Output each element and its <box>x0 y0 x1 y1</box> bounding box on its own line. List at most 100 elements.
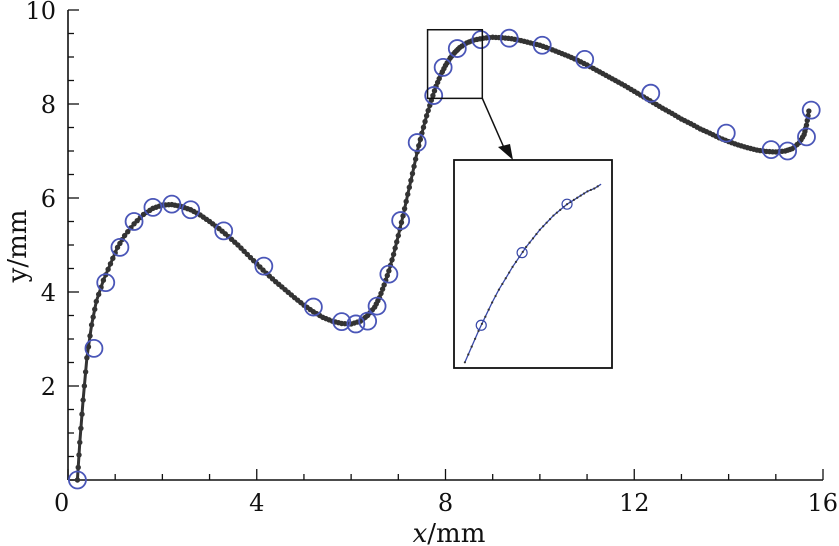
inset-curve-point <box>545 221 548 224</box>
curve-point <box>378 290 384 297</box>
curve-point <box>87 333 93 339</box>
curve-point <box>408 177 414 184</box>
curve-point <box>80 397 86 403</box>
circle-marker <box>471 30 491 50</box>
inset-curve-point <box>514 260 518 263</box>
inset-curve-point <box>494 294 497 298</box>
inset-curve-point <box>589 188 592 192</box>
inset-curve-point <box>487 308 490 311</box>
curve-point <box>75 464 81 471</box>
curve-point <box>79 411 85 417</box>
curve-point <box>390 251 397 258</box>
circle-marker <box>433 57 453 77</box>
inset-curve-point <box>593 187 596 190</box>
curve-point <box>412 156 419 162</box>
curve-point <box>110 255 116 262</box>
inset-curve-point <box>572 198 575 201</box>
curve-point <box>114 244 121 251</box>
zoom-region <box>426 28 513 160</box>
inset-curve-point <box>501 282 504 286</box>
inset-curve-point <box>521 250 524 253</box>
curve-point <box>77 439 83 446</box>
curve-point <box>81 383 88 389</box>
curve-points <box>74 34 812 483</box>
curve-point <box>386 268 392 274</box>
curve-point <box>107 261 114 267</box>
inset-curve-point <box>559 208 562 211</box>
circle-marker <box>778 141 798 161</box>
inset-curve-point <box>467 353 470 356</box>
circle-marker <box>181 200 201 220</box>
y-tick-label: 10 <box>25 0 56 25</box>
curve-point <box>403 198 409 205</box>
y-tick-label: 6 <box>41 185 56 213</box>
curve-point <box>105 266 111 272</box>
circle-marker <box>332 312 352 332</box>
circle-marker <box>346 314 366 334</box>
curve-point <box>85 344 92 350</box>
circle-marker <box>797 127 816 147</box>
inset-circle-marker <box>561 198 573 210</box>
inset-curve-point <box>596 185 599 188</box>
zoom-box <box>426 28 484 100</box>
curve-point <box>423 113 430 119</box>
curve-point <box>90 314 96 320</box>
curve-point <box>74 477 81 483</box>
inset-curve-point <box>480 322 484 325</box>
curve-point <box>121 232 128 239</box>
curve-point <box>411 163 417 170</box>
inset-curve-point <box>504 277 507 280</box>
curve-point <box>76 452 82 458</box>
circle-marker <box>407 133 427 152</box>
inset-curve-point <box>497 288 501 291</box>
y-tick-label: 8 <box>41 91 56 119</box>
y-ticks: 2 4 6 8 10 <box>25 0 79 481</box>
zoom-arrow-line <box>481 98 506 151</box>
curve-point <box>803 122 810 128</box>
x-tick-label: 8 <box>438 489 453 517</box>
circle-marker <box>641 83 661 103</box>
x-tick-label: 12 <box>619 489 650 517</box>
inset-curve-point <box>528 241 531 244</box>
curve-point <box>395 232 402 239</box>
curve-point <box>78 425 84 431</box>
curve-point <box>384 272 391 279</box>
inset-curve-point <box>579 194 582 197</box>
circle-marker <box>303 297 323 317</box>
inset-curve-point <box>586 190 589 193</box>
circle-marker <box>84 338 104 358</box>
curve-point <box>417 136 424 143</box>
curve-point <box>93 298 100 305</box>
x-tick-label: 16 <box>807 489 838 517</box>
curve-point <box>401 205 408 212</box>
inset-content <box>463 183 602 364</box>
curve-point <box>422 118 428 125</box>
circle-markers <box>68 28 821 490</box>
curve-point <box>398 219 405 226</box>
circle-marker <box>214 221 234 241</box>
inset-curve-point <box>565 203 569 206</box>
circle-marker <box>391 211 411 230</box>
curve-point <box>117 240 123 247</box>
curve-point <box>420 124 427 131</box>
circle-marker <box>254 256 274 276</box>
inset-curve-point <box>470 345 473 348</box>
curve-point <box>95 291 102 298</box>
inset-curve-point <box>538 228 541 231</box>
curve-point <box>92 306 98 312</box>
inset-curve-point <box>463 361 466 364</box>
curve-point <box>100 277 107 283</box>
inset-curve-point <box>576 196 579 199</box>
curve-point <box>379 286 386 292</box>
circle-marker <box>499 28 519 48</box>
inset-frame <box>453 159 613 369</box>
x-ticks: 0 4 8 12 16 <box>54 469 838 517</box>
curve-point <box>389 257 395 263</box>
curve-point <box>82 369 89 375</box>
circle-marker <box>716 123 736 143</box>
x-tick-label: 4 <box>249 489 264 517</box>
circle-marker <box>575 49 595 69</box>
inset-plot <box>453 159 613 369</box>
curve-point <box>125 228 131 235</box>
